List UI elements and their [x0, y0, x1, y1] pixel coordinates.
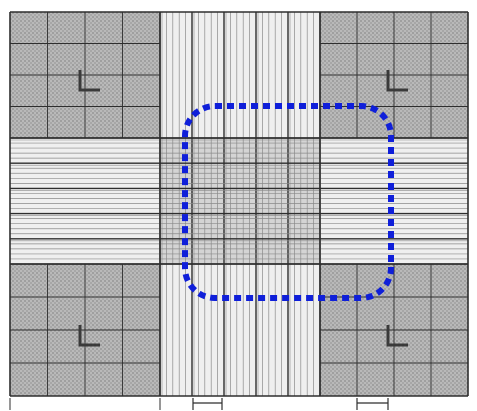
corner-markers — [78, 70, 408, 347]
middle-bands — [10, 12, 468, 396]
corner-l-marker — [78, 70, 100, 92]
corner-l-marker — [386, 70, 408, 92]
vertical-band — [160, 264, 320, 396]
vertical-band — [160, 12, 320, 138]
scale-brackets — [9, 398, 389, 410]
grid-lines — [9, 11, 469, 397]
horizontal-band — [10, 138, 160, 264]
corner-l-marker — [386, 325, 408, 347]
highlight-box — [182, 103, 394, 301]
corner-l-marker — [78, 325, 100, 347]
